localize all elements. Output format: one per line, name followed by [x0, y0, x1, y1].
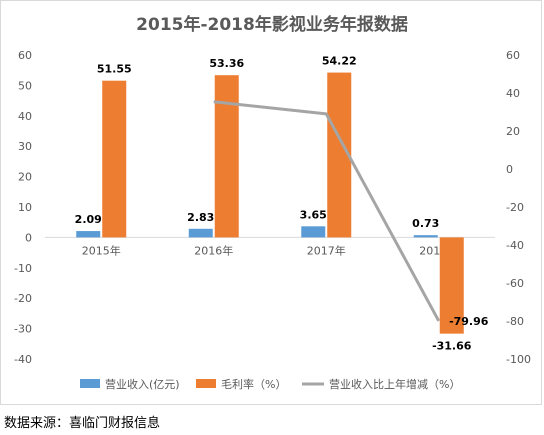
- left-axis-tick: 50: [18, 79, 32, 92]
- category-label: 2017年: [307, 243, 346, 257]
- bar: [76, 231, 101, 238]
- legend-label: 营业收入比上年增减（%）: [329, 377, 460, 391]
- bar: [214, 75, 239, 238]
- left-axis-tick: -30: [14, 323, 32, 336]
- left-axis-tick: 60: [18, 49, 32, 62]
- data-label: -31.66: [432, 340, 472, 353]
- left-axis-tick: -40: [14, 353, 32, 366]
- left-axis-tick: -20: [14, 292, 32, 305]
- left-axis-tick: -10: [14, 262, 32, 275]
- series-line: [213, 100, 441, 322]
- left-axis-tick: 40: [18, 110, 32, 123]
- right-axis-tick: 20: [506, 125, 520, 138]
- right-axis-tick: -80: [506, 315, 524, 328]
- chart-border: [0, 0, 542, 405]
- legend-swatch: [196, 379, 216, 388]
- source-note: 数据来源：喜临门财报信息: [4, 416, 161, 431]
- left-axis-tick: 0: [25, 231, 32, 244]
- right-axis-tick: -20: [506, 201, 524, 214]
- data-label: 3.65: [300, 208, 327, 221]
- right-axis-tick: 60: [506, 49, 520, 62]
- left-axis-tick: 10: [18, 201, 32, 214]
- chart-title: 2015年-2018年影视业务年报数据: [136, 14, 408, 35]
- right-axis-tick: -60: [506, 277, 524, 290]
- bar: [102, 80, 127, 238]
- data-label: 2.83: [187, 211, 214, 224]
- left-axis-tick: 20: [18, 171, 32, 184]
- data-label: 0.73: [412, 217, 439, 230]
- right-axis-tick: -40: [506, 239, 524, 252]
- line-data-label: -79.96: [449, 315, 489, 328]
- bar: [188, 228, 213, 238]
- legend-label: 营业收入(亿元): [105, 377, 180, 391]
- legend-swatch: [80, 379, 100, 388]
- right-axis-tick: 40: [506, 87, 520, 100]
- bar: [439, 237, 464, 334]
- right-axis-tick: -100: [506, 353, 531, 366]
- legend-label: 毛利率（%）: [221, 377, 286, 391]
- data-label: 2.09: [75, 213, 102, 226]
- chart: 2015年-2018年影视业务年报数据 60 50 40 30 20 10 0 -10 -20 -3…: [0, 0, 542, 405]
- category-label: 2016年: [194, 243, 233, 257]
- category-label: 2015年: [82, 243, 121, 257]
- right-axis-tick: 0: [506, 163, 513, 176]
- bar: [301, 226, 326, 238]
- data-label: 54.22: [322, 55, 357, 68]
- bar: [413, 235, 438, 238]
- data-label: 53.36: [209, 57, 244, 70]
- data-label: 51.55: [97, 63, 132, 76]
- left-axis-tick: 30: [18, 140, 32, 153]
